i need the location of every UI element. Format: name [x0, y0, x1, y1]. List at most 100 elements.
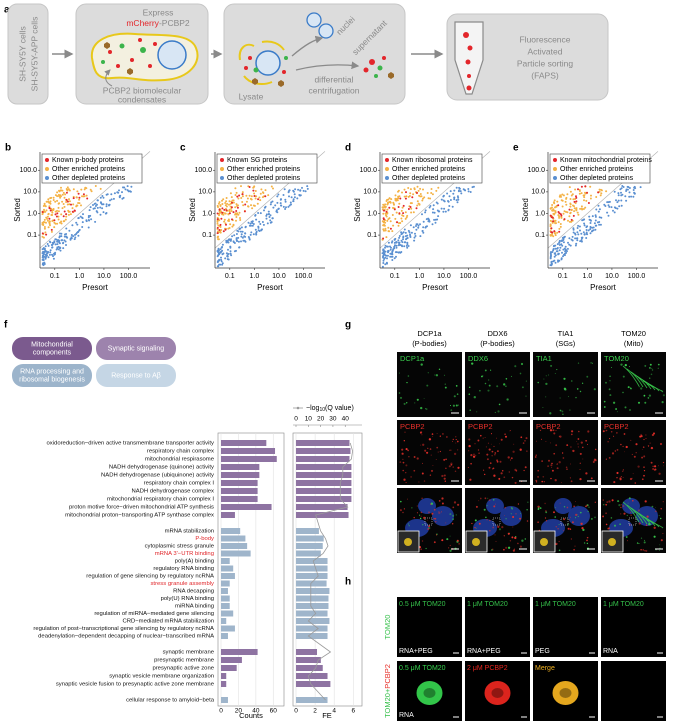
point: [226, 255, 229, 258]
point: [41, 211, 44, 213]
speckle: [517, 503, 520, 505]
speckle: [551, 466, 553, 469]
legend-pill: [96, 337, 176, 360]
legend-label: Other enriched proteins: [392, 166, 466, 173]
speckle: [441, 539, 444, 542]
point: [254, 214, 257, 216]
speckle: [562, 529, 564, 531]
point: [385, 200, 388, 202]
point: [229, 192, 232, 195]
point: [447, 200, 450, 203]
point: [247, 236, 250, 238]
point: [552, 208, 555, 211]
point: [96, 206, 99, 209]
speckle: [508, 471, 510, 473]
speckle: [662, 394, 665, 397]
speckle: [503, 476, 506, 479]
speckle: [651, 369, 654, 371]
point: [552, 235, 555, 238]
micrograph: [601, 661, 666, 721]
point: [77, 217, 80, 220]
count-bar: [221, 488, 258, 494]
speckle: [620, 475, 622, 478]
point: [595, 196, 598, 198]
point: [294, 188, 297, 191]
speckle: [551, 462, 553, 465]
speckle: [580, 522, 583, 525]
fe-bar: [296, 550, 321, 557]
point: [588, 218, 591, 221]
category-label: mRNA stabilization: [165, 529, 214, 535]
speckle: [558, 435, 560, 437]
point: [264, 195, 267, 198]
point: [382, 237, 385, 240]
point: [579, 240, 582, 243]
step-text: Express: [143, 7, 174, 17]
point: [597, 210, 600, 213]
speckle: [407, 523, 410, 525]
speckle: [629, 477, 633, 481]
speckle: [534, 456, 537, 458]
point: [422, 231, 425, 234]
point: [219, 211, 222, 214]
point: [72, 197, 75, 200]
point: [44, 210, 47, 213]
point: [600, 216, 603, 219]
point: [42, 247, 45, 249]
point: [49, 209, 52, 212]
speckle: [644, 500, 647, 503]
x-tick-label: 100.0: [120, 273, 138, 280]
speckle: [520, 362, 524, 366]
point: [558, 230, 561, 233]
point: [48, 207, 51, 210]
speckle: [475, 505, 478, 508]
point: [76, 231, 79, 233]
speckle: [643, 438, 645, 441]
speckle: [620, 363, 623, 366]
speckle: [554, 479, 557, 482]
point: [575, 195, 577, 198]
point: [222, 230, 225, 233]
speckle: [657, 465, 659, 467]
point: [267, 194, 270, 197]
point: [46, 243, 49, 245]
point: [584, 185, 587, 188]
point: [62, 247, 65, 250]
speckle: [486, 458, 489, 461]
speckle: [660, 539, 663, 542]
speckle: [448, 547, 450, 549]
speckle: [399, 509, 402, 512]
tube: [454, 21, 484, 95]
point: [51, 253, 53, 256]
speckle: [613, 524, 617, 527]
condition-label: 1 μM TOM20: [535, 601, 576, 608]
fe-bar: [296, 603, 329, 609]
point: [399, 197, 402, 200]
point: [234, 213, 237, 216]
speckle: [568, 527, 570, 530]
point: [449, 199, 452, 201]
speckle: [493, 505, 496, 508]
point: [236, 229, 239, 232]
point: [560, 257, 563, 260]
point: [220, 250, 223, 253]
speckle: [449, 513, 452, 516]
micrograph-bg: [601, 352, 666, 417]
fe-bar: [296, 573, 328, 579]
point: [582, 218, 585, 221]
point: [58, 232, 61, 235]
point: [48, 253, 51, 256]
speckle: [456, 393, 459, 395]
speckle: [602, 503, 605, 506]
point: [44, 253, 47, 256]
point: [417, 226, 420, 229]
point: [395, 241, 398, 243]
point: [555, 205, 558, 208]
point: [570, 218, 573, 221]
speckle: [643, 394, 646, 397]
point: [387, 230, 390, 233]
category-label: mitochondrial respirasome: [145, 457, 215, 463]
point: [419, 193, 422, 195]
point: [455, 199, 458, 202]
count-bar: [221, 618, 227, 624]
